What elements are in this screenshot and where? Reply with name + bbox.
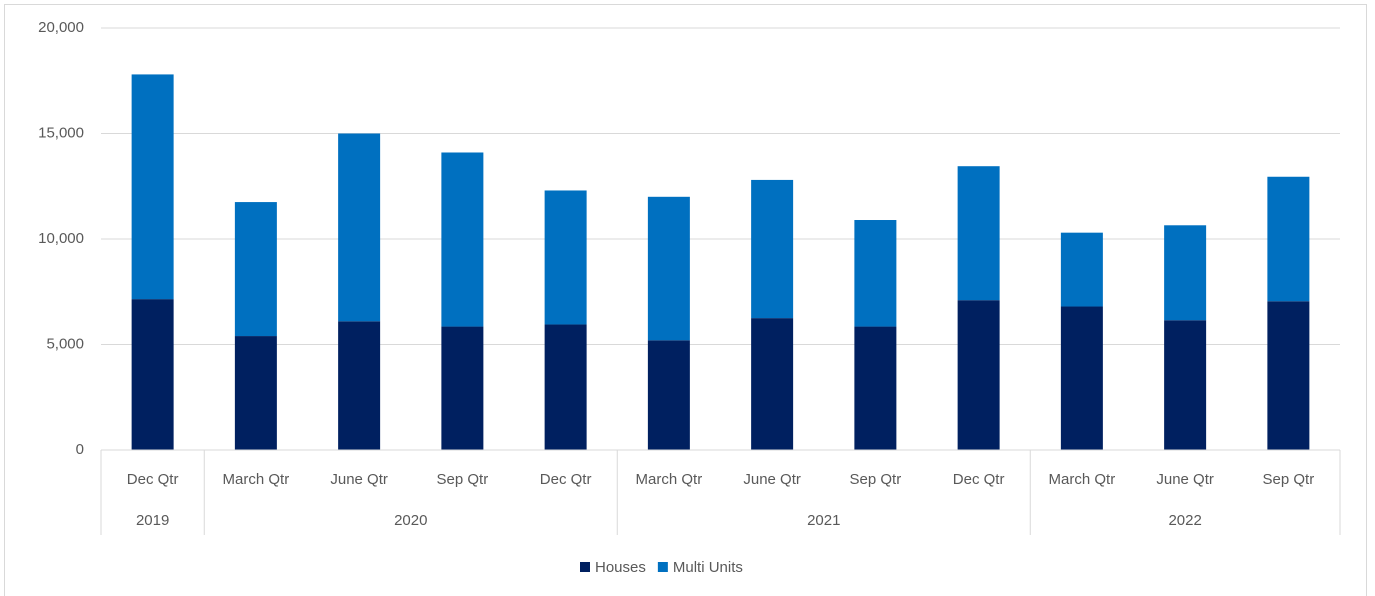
- bar-segment: [544, 324, 587, 450]
- x-tick-label: March Qtr: [1049, 471, 1116, 488]
- x-tick-label: Sep Qtr: [437, 471, 489, 488]
- x-tick-label: Dec Qtr: [127, 471, 179, 488]
- bar-segment: [957, 166, 1000, 301]
- y-tick-label: 20,000: [38, 19, 84, 36]
- legend-label: Multi Units: [673, 559, 743, 576]
- legend-swatch: [657, 562, 668, 572]
- x-tick-label: March Qtr: [223, 471, 290, 488]
- bar-segment: [338, 321, 381, 450]
- legend-swatch: [580, 562, 590, 572]
- x-group-label: 2021: [807, 512, 840, 529]
- bar-segment: [441, 152, 484, 327]
- bar-segment: [854, 326, 897, 450]
- x-tick-label: Sep Qtr: [850, 471, 902, 488]
- y-tick-label: 15,000: [38, 124, 84, 141]
- bar-segment: [544, 190, 587, 325]
- x-tick-label: Dec Qtr: [953, 471, 1005, 488]
- bar-segment: [1267, 301, 1310, 450]
- x-group-label: 2022: [1168, 512, 1201, 529]
- bar-segment: [1060, 232, 1103, 307]
- x-tick-label: June Qtr: [1156, 471, 1214, 488]
- x-group-label: 2020: [394, 512, 427, 529]
- bar-segment: [441, 326, 484, 450]
- x-group-label: 2019: [136, 512, 169, 529]
- bar-segment: [957, 300, 1000, 450]
- bar-segment: [647, 196, 690, 341]
- bar-segment: [1060, 306, 1103, 450]
- x-tick-label: March Qtr: [636, 471, 703, 488]
- legend-label: Houses: [595, 559, 646, 576]
- bar-segment: [854, 220, 897, 327]
- y-tick-label: 5,000: [46, 335, 84, 352]
- bar-segment: [647, 340, 690, 450]
- x-tick-label: Sep Qtr: [1263, 471, 1315, 488]
- bar-segment: [751, 318, 794, 450]
- x-tick-label: June Qtr: [330, 471, 388, 488]
- bar-segment: [1164, 225, 1207, 321]
- bar-segment: [338, 133, 381, 322]
- bar-segment: [234, 336, 277, 450]
- bar-segment: [234, 202, 277, 337]
- x-tick-label: June Qtr: [743, 471, 801, 488]
- bar-segment: [1267, 176, 1310, 302]
- bar-segment: [751, 179, 794, 319]
- x-tick-label: Dec Qtr: [540, 471, 592, 488]
- y-tick-label: 0: [76, 441, 84, 458]
- bar-segment: [131, 74, 174, 300]
- bar-segment: [131, 299, 174, 450]
- bar-segment: [1164, 320, 1207, 450]
- y-tick-label: 10,000: [38, 230, 84, 247]
